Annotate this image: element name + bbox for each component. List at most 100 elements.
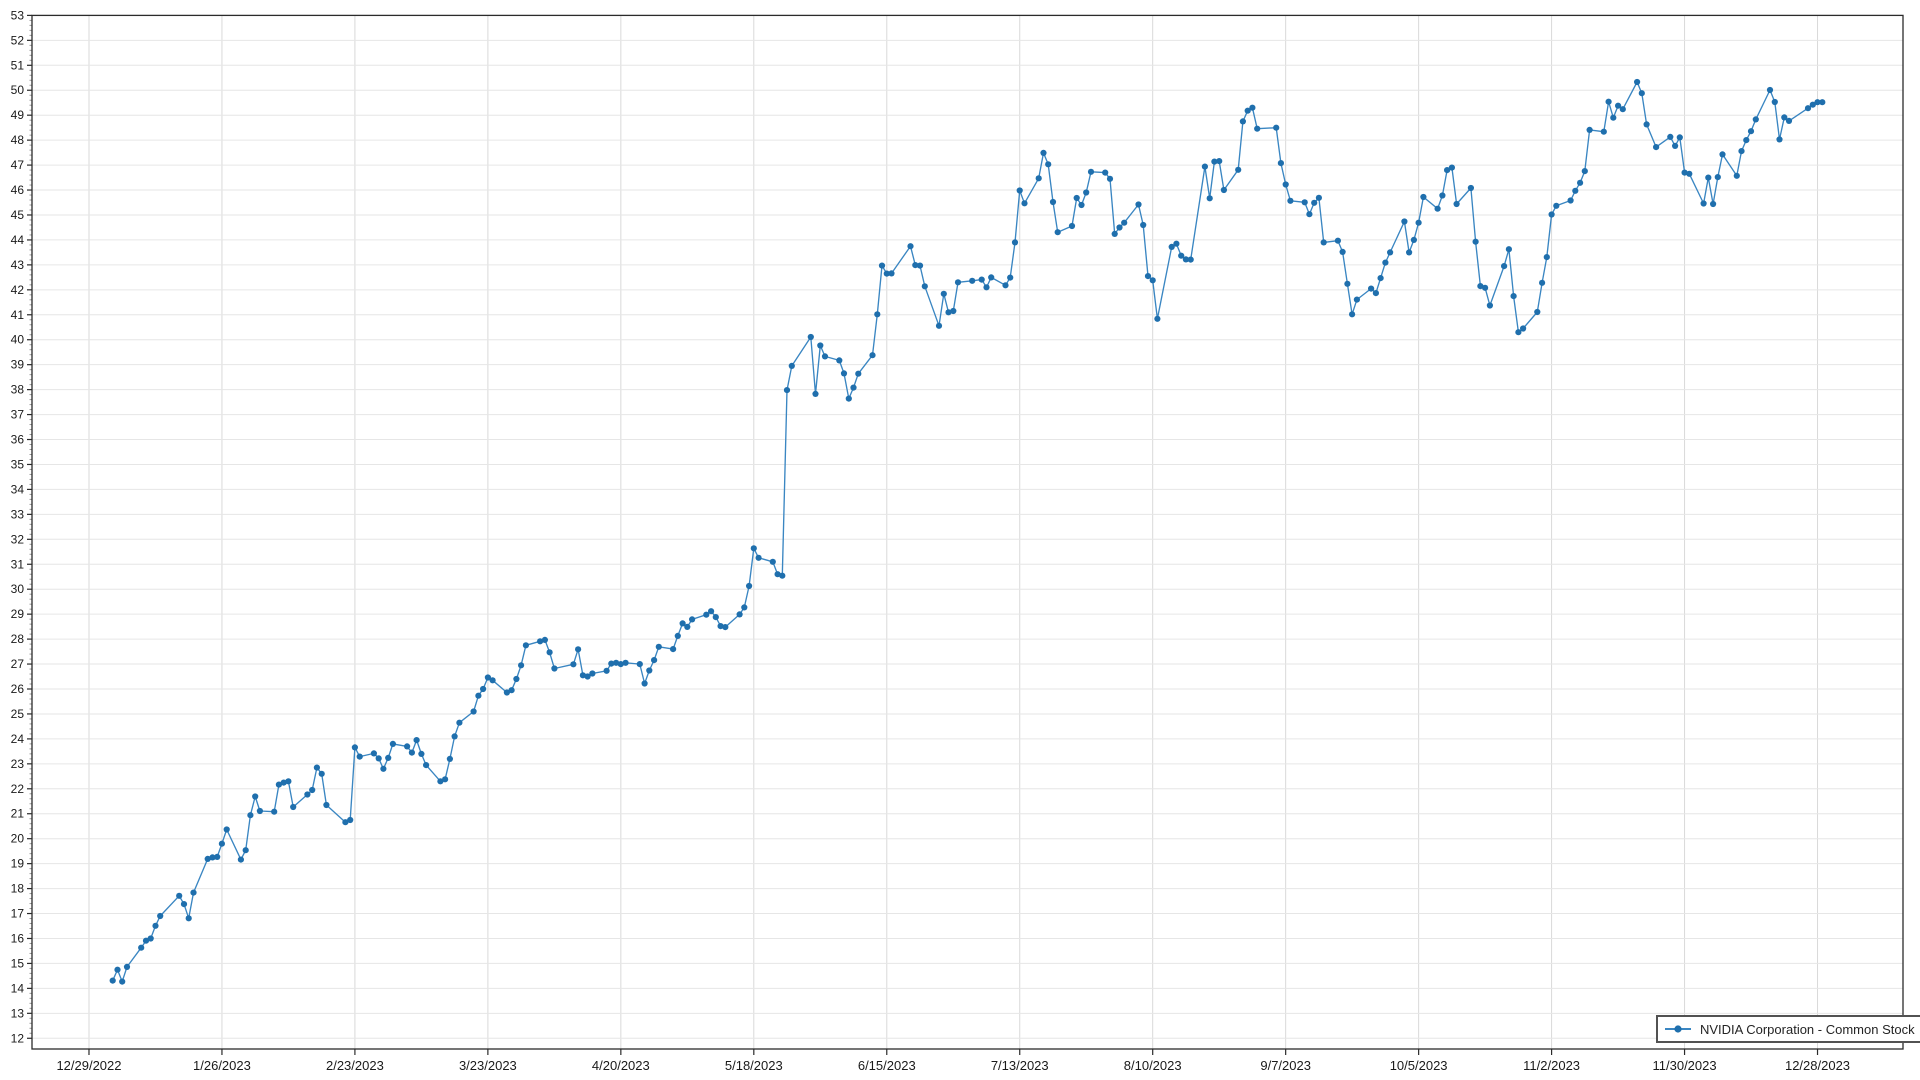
data-point xyxy=(1140,221,1147,229)
data-point xyxy=(1244,107,1251,114)
data-point xyxy=(779,572,786,579)
data-point xyxy=(1733,172,1740,179)
data-point xyxy=(988,274,995,281)
data-point xyxy=(1106,175,1114,182)
data-point xyxy=(1410,236,1417,243)
data-point xyxy=(513,675,520,683)
y-axis: 12 13 14 15 16 17 18 19 20 21 22 23 24 25 26 27 28 29 30 31… xyxy=(11,8,32,1045)
data-point xyxy=(304,791,311,798)
data-point xyxy=(1539,279,1546,286)
data-point xyxy=(1116,224,1123,231)
data-point xyxy=(1201,163,1208,170)
data-point xyxy=(836,357,843,364)
x-tick-label: 12/28/2023 xyxy=(1785,1058,1850,1073)
data-point xyxy=(1700,200,1707,207)
data-point xyxy=(451,733,458,740)
data-point xyxy=(1467,184,1474,192)
data-point xyxy=(921,283,928,290)
data-point xyxy=(1087,168,1095,175)
data-point xyxy=(1216,158,1223,165)
data-point xyxy=(123,963,131,971)
data-point xyxy=(1220,186,1227,194)
data-point xyxy=(1638,90,1645,97)
data-point xyxy=(551,665,558,672)
data-point xyxy=(1144,273,1152,280)
data-point xyxy=(1339,248,1346,255)
data-point xyxy=(489,677,496,684)
data-point xyxy=(351,744,358,751)
x-tick-label: 11/30/2023 xyxy=(1653,1058,1717,1073)
data-point xyxy=(1615,102,1622,109)
data-point xyxy=(670,646,677,653)
y-tick-label: 38 xyxy=(11,383,25,397)
data-point xyxy=(1586,126,1593,133)
data-point xyxy=(437,778,444,785)
data-point xyxy=(522,642,530,649)
data-point xyxy=(1520,325,1527,332)
data-point xyxy=(855,370,862,377)
data-point xyxy=(1102,169,1109,176)
data-point xyxy=(741,604,748,611)
x-axis: 12/29/2022 1/26/2023 2/23/2023 3/23/2023 4/2… xyxy=(56,1049,1850,1073)
data-point xyxy=(750,545,757,552)
data-point xyxy=(1372,290,1379,297)
data-point xyxy=(874,311,881,318)
y-tick-label: 22 xyxy=(11,782,25,796)
y-tick-label: 30 xyxy=(11,582,25,596)
data-point xyxy=(1809,101,1816,108)
data-point xyxy=(142,937,150,944)
data-point xyxy=(1040,149,1047,156)
data-point xyxy=(275,781,282,788)
data-point xyxy=(954,279,962,286)
y-tick-label: 16 xyxy=(11,931,25,945)
data-point xyxy=(1007,274,1014,281)
x-tick-label: 5/18/2023 xyxy=(725,1058,783,1073)
data-point xyxy=(1211,158,1218,165)
data-point xyxy=(1111,230,1118,237)
data-point xyxy=(655,643,662,650)
data-point xyxy=(807,333,814,341)
data-point xyxy=(1781,114,1788,121)
y-tick-label: 15 xyxy=(11,956,25,970)
y-tick-label: 39 xyxy=(11,358,25,372)
y-tick-label: 51 xyxy=(11,58,25,72)
data-point xyxy=(342,819,349,826)
data-point xyxy=(1154,315,1161,322)
data-point xyxy=(575,646,582,653)
data-point xyxy=(969,277,976,284)
y-tick-label: 44 xyxy=(11,233,25,247)
y-tick-label: 17 xyxy=(11,907,25,921)
data-point xyxy=(508,687,515,694)
y-tick-label: 41 xyxy=(11,308,25,322)
data-point xyxy=(1178,252,1185,259)
data-point xyxy=(1752,116,1759,123)
y-tick-label: 26 xyxy=(11,682,25,696)
data-point xyxy=(1254,125,1261,132)
y-tick-label: 48 xyxy=(11,133,25,147)
y-tick-label: 46 xyxy=(11,183,25,197)
data-point xyxy=(1444,167,1451,174)
y-tick-label: 45 xyxy=(11,208,25,222)
data-point xyxy=(1572,187,1579,194)
y-tick-label: 12 xyxy=(11,1031,25,1045)
data-point xyxy=(1719,151,1726,158)
data-point xyxy=(1301,199,1308,206)
data-point xyxy=(408,749,415,756)
data-point xyxy=(1353,296,1360,303)
data-point xyxy=(546,649,553,656)
data-point xyxy=(1686,170,1693,177)
data-point xyxy=(1482,284,1489,291)
y-tick-label: 33 xyxy=(11,507,25,521)
data-point xyxy=(252,793,259,800)
data-point xyxy=(1401,218,1408,225)
data-point xyxy=(1766,86,1774,94)
data-point xyxy=(821,353,829,360)
data-point xyxy=(190,889,197,896)
data-point xyxy=(1771,98,1778,106)
data-point xyxy=(157,912,164,920)
data-point xyxy=(1173,240,1180,247)
data-point xyxy=(356,753,363,760)
data-point xyxy=(736,611,743,618)
data-point xyxy=(1016,187,1023,194)
data-point xyxy=(1439,192,1446,199)
